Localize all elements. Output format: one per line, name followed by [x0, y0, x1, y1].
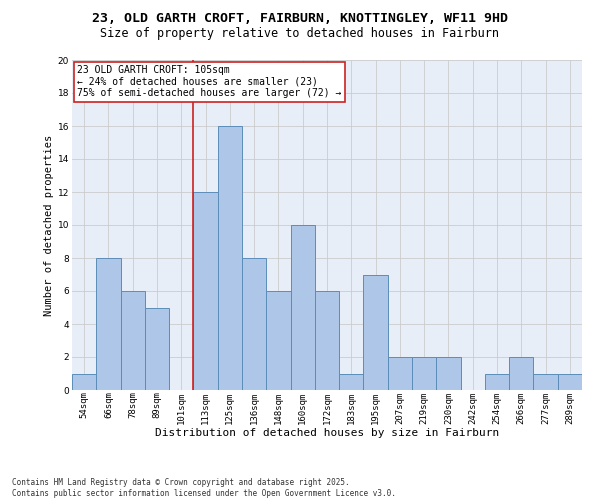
Text: Size of property relative to detached houses in Fairburn: Size of property relative to detached ho…: [101, 28, 499, 40]
Bar: [485, 374, 509, 390]
Bar: [121, 291, 145, 390]
Bar: [96, 258, 121, 390]
Bar: [145, 308, 169, 390]
Bar: [533, 374, 558, 390]
Text: Contains HM Land Registry data © Crown copyright and database right 2025.
Contai: Contains HM Land Registry data © Crown c…: [12, 478, 396, 498]
Bar: [218, 126, 242, 390]
Text: 23, OLD GARTH CROFT, FAIRBURN, KNOTTINGLEY, WF11 9HD: 23, OLD GARTH CROFT, FAIRBURN, KNOTTINGL…: [92, 12, 508, 26]
Bar: [364, 274, 388, 390]
Bar: [339, 374, 364, 390]
Bar: [72, 374, 96, 390]
Bar: [242, 258, 266, 390]
Bar: [193, 192, 218, 390]
X-axis label: Distribution of detached houses by size in Fairburn: Distribution of detached houses by size …: [155, 428, 499, 438]
Bar: [509, 357, 533, 390]
Text: 23 OLD GARTH CROFT: 105sqm
← 24% of detached houses are smaller (23)
75% of semi: 23 OLD GARTH CROFT: 105sqm ← 24% of deta…: [77, 65, 341, 98]
Bar: [266, 291, 290, 390]
Bar: [558, 374, 582, 390]
Bar: [412, 357, 436, 390]
Bar: [290, 225, 315, 390]
Bar: [436, 357, 461, 390]
Bar: [315, 291, 339, 390]
Bar: [388, 357, 412, 390]
Y-axis label: Number of detached properties: Number of detached properties: [44, 134, 53, 316]
